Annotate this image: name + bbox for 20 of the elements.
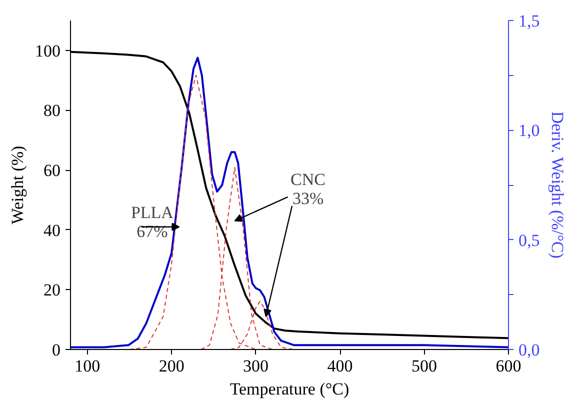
y-tick-label: 80 xyxy=(44,101,60,120)
x-tick-label: 100 xyxy=(74,356,100,376)
x-tick-label: 200 xyxy=(158,356,184,376)
y-tick-label: 60 xyxy=(44,161,60,180)
annotation: CNC 33% xyxy=(290,170,326,208)
y2-tick-label: 1,5 xyxy=(518,12,540,30)
x-axis-title: Temperature (°C) xyxy=(230,380,350,398)
y-tick-label: 0 xyxy=(52,340,60,360)
y-tick-label: 40 xyxy=(44,220,60,240)
x-tick-label: 500 xyxy=(412,356,438,376)
y-tick-label: 100 xyxy=(35,41,60,60)
y2-tick-label: 1,0 xyxy=(518,121,540,140)
y2-tick-label: 0,0 xyxy=(518,340,540,360)
x-tick-label: 400 xyxy=(327,356,353,376)
y-axis-title: Weight (%) xyxy=(8,146,27,224)
x-tick-label: 300 xyxy=(243,356,269,376)
x-tick-label: 600 xyxy=(496,356,522,376)
y2-tick-label: 0,5 xyxy=(518,230,540,250)
y-tick-label: 20 xyxy=(44,280,60,300)
y2-axis-title: Deriv. Weight (%/°C) xyxy=(548,111,567,258)
